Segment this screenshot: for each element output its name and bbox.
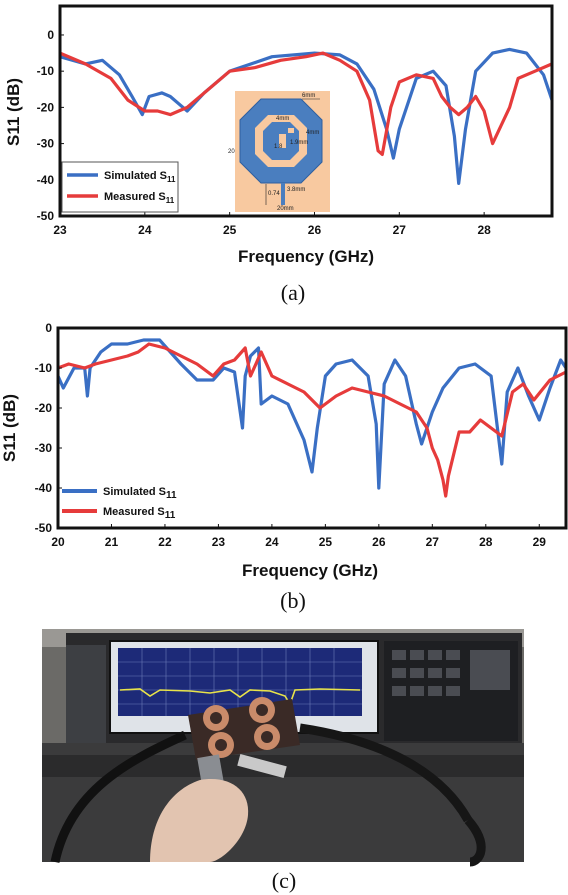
y-tick-label: -30 [35, 441, 53, 455]
measurement-photo [42, 629, 524, 867]
y-tick-label: -50 [35, 521, 53, 535]
x-tick-label: 23 [212, 535, 226, 549]
inset-label-1: 6mm [302, 93, 315, 99]
chart-a-ylabel: S11 (dB) [4, 78, 23, 146]
chart-b-legend: Simulated S11 Measured S11 [62, 486, 177, 521]
y-tick-label: 0 [45, 321, 52, 335]
chart-b-ylabel: S11 (dB) [0, 394, 19, 462]
x-tick-label: 23 [53, 223, 67, 237]
inset-label-7: 0.74 [268, 191, 280, 197]
chart-b: 0 -10 -20 -30 -40 -50 20 21 22 23 24 25 26 27 28 29 S1… [0, 321, 568, 613]
x-tick-label: 24 [265, 535, 279, 549]
y-tick-label: -20 [37, 100, 55, 114]
x-tick-label: 22 [158, 535, 172, 549]
x-tick-label: 25 [223, 223, 237, 237]
series-simulated-line [56, 338, 568, 490]
y-tick-label: -10 [35, 361, 53, 375]
caption-a: (a) [281, 280, 305, 305]
inset-label-5: 1.8 [274, 144, 283, 150]
hand [150, 779, 249, 862]
y-tick-label: -40 [37, 173, 55, 187]
x-tick-label: 28 [479, 535, 493, 549]
chart-b-xlabel: Frequency (GHz) [242, 561, 378, 580]
legend-simulated-label: Simulated S11 [103, 486, 177, 501]
x-tick-label: 28 [477, 223, 491, 237]
chart-a-frame [58, 4, 554, 218]
y-tick-label: -30 [37, 137, 55, 151]
y-tick-label: -40 [35, 481, 53, 495]
series-measured-line [57, 342, 567, 498]
y-tick-label: -50 [37, 209, 55, 223]
y-tick-label: -20 [35, 401, 53, 415]
x-tick-label: 27 [393, 223, 407, 237]
x-tick-label: 21 [105, 535, 119, 549]
inset-label-2: 4mm [276, 116, 289, 122]
inset-label-6: 20 [228, 149, 235, 155]
inset-label-8: 3.8mm [287, 187, 305, 193]
x-tick-label: 27 [426, 535, 440, 549]
series-simulated-line [59, 47, 554, 185]
x-tick-label: 25 [319, 535, 333, 549]
caption-c: (c) [272, 868, 296, 893]
inset-label-3: 4mm [306, 130, 319, 136]
legend-simulated-label: Simulated S11 [104, 170, 176, 184]
series-measured-line [59, 51, 553, 156]
chart-a: 0 -10 -20 -30 -40 -50 23 24 25 26 27 28 S11 (dB) F… [4, 4, 554, 305]
chart-a-xlabel: Frequency (GHz) [238, 247, 374, 266]
x-tick-label: 26 [372, 535, 386, 549]
analyzer-trace [119, 688, 361, 706]
inset-label-9: 20mm [277, 206, 294, 212]
x-tick-label: 29 [533, 535, 547, 549]
inset-label-4: 1.9mm [290, 140, 308, 146]
antenna-inset: 6mm 4mm 4mm 1.9mm 1.8 20 0.74 3.8mm 20mm [228, 91, 330, 212]
y-tick-label: -10 [37, 64, 55, 78]
caption-b: (b) [280, 588, 306, 613]
x-tick-label: 24 [138, 223, 152, 237]
legend-measured-label: Measured S11 [104, 191, 175, 205]
chart-b-frame [56, 326, 568, 530]
legend-measured-label: Measured S11 [103, 506, 176, 521]
antenna-array-board [188, 697, 300, 760]
chart-a-legend: Simulated S11 Measured S11 [61, 161, 179, 213]
x-tick-label: 20 [51, 535, 65, 549]
x-tick-label: 26 [308, 223, 322, 237]
y-tick-label: 0 [47, 28, 54, 42]
